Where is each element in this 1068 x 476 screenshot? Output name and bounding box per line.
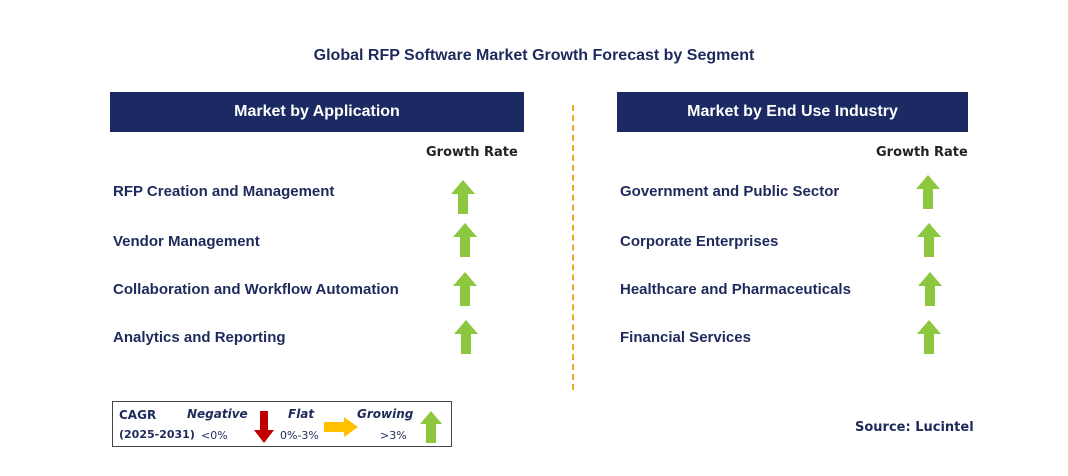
end-use-panel-header: Market by End Use Industry xyxy=(617,92,968,132)
flat-arrow-icon xyxy=(324,417,358,441)
panel-divider xyxy=(572,105,574,390)
end-use-row-label: Government and Public Sector xyxy=(620,183,840,200)
application-row-label: Vendor Management xyxy=(113,233,260,250)
application-growth-rate-label: Growth Rate xyxy=(426,145,518,160)
legend-negative-range: <0% xyxy=(201,429,228,442)
growing-arrow-icon xyxy=(420,411,442,447)
legend-negative-label: Negative xyxy=(187,407,248,421)
application-row-label: Analytics and Reporting xyxy=(113,329,286,346)
legend-flat-range: 0%-3% xyxy=(280,429,319,442)
growing-arrow-icon xyxy=(917,320,941,354)
negative-arrow-icon xyxy=(254,411,274,447)
legend-growing-label: Growing xyxy=(357,407,414,421)
application-panel-header: Market by Application xyxy=(110,92,524,132)
end-use-row-label: Corporate Enterprises xyxy=(620,233,779,250)
legend-flat-label: Flat xyxy=(288,407,315,421)
cagr-legend: CAGR (2025-2031) Negative <0% Flat 0%-3%… xyxy=(112,401,452,447)
legend-cagr-label: CAGR xyxy=(119,408,157,422)
growing-arrow-icon xyxy=(918,272,942,306)
application-row-label: Collaboration and Workflow Automation xyxy=(113,281,399,298)
page-title: Global RFP Software Market Growth Foreca… xyxy=(313,47,755,64)
end-use-row-label: Financial Services xyxy=(620,329,751,346)
end-use-row-label: Healthcare and Pharmaceuticals xyxy=(620,281,851,298)
source-note: Source: Lucintel xyxy=(855,420,974,435)
legend-growing-range: >3% xyxy=(380,429,407,442)
growing-arrow-icon xyxy=(917,223,941,257)
growing-arrow-icon xyxy=(453,272,477,306)
growing-arrow-icon xyxy=(451,180,475,214)
legend-period-label: (2025-2031) xyxy=(119,428,195,441)
growing-arrow-icon xyxy=(454,320,478,354)
growing-arrow-icon xyxy=(916,175,940,209)
growing-arrow-icon xyxy=(453,223,477,257)
application-row-label: RFP Creation and Management xyxy=(113,183,335,200)
end-use-growth-rate-label: Growth Rate xyxy=(876,145,968,160)
